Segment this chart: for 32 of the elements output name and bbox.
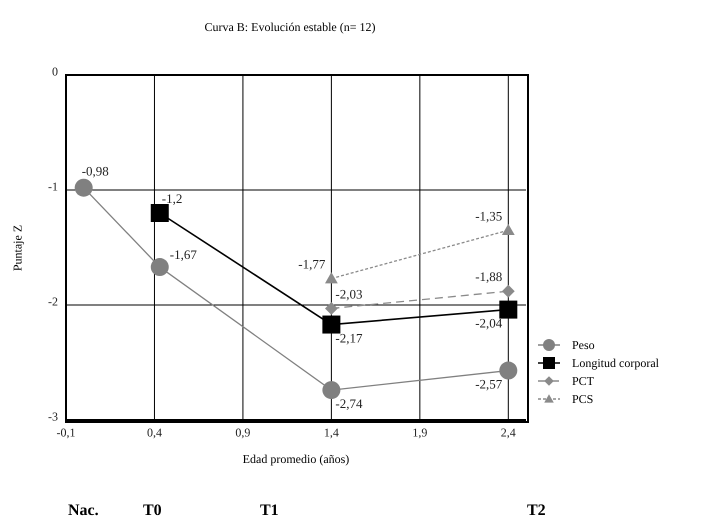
data-label: -1,2 (162, 191, 182, 206)
legend-label: PCS (572, 392, 594, 406)
y-tick-label: -2 (48, 294, 58, 308)
data-label: -2,57 (475, 376, 503, 392)
data-label: -1,77 (298, 256, 326, 272)
x-tick-label: 1,9 (412, 426, 428, 440)
data-label: -2,04 (475, 316, 503, 331)
y-axis-title: Puntaje Z (10, 224, 26, 271)
data-label: -1,88 (475, 269, 502, 284)
x-tick-label: 2,4 (500, 426, 516, 440)
legend-label: PCT (572, 374, 594, 388)
x-axis-title: Edad promedio (años) (242, 452, 350, 467)
data-label: -2,03 (335, 286, 362, 302)
x-tick-label: 1,4 (324, 426, 339, 440)
legend-label: Peso (572, 338, 595, 352)
y-tick-label: -3 (48, 409, 58, 424)
data-label: -0,98 (82, 164, 109, 179)
y-tick-label: -1 (48, 179, 58, 194)
x-tick-label: 0,4 (146, 426, 162, 440)
data-label: -2,17 (335, 330, 363, 346)
y-tick-label: 0 (52, 64, 58, 78)
chart-title: Curva B: Evolución estable (n= 12) (203, 20, 377, 35)
x-tick-label: 0,9 (235, 426, 250, 440)
data-label: -1,67 (170, 247, 198, 262)
text: T2 (527, 502, 546, 520)
legend-label: Longitud corporal (572, 356, 659, 370)
text: Nac. (68, 502, 99, 520)
data-label: -1,35 (475, 208, 502, 224)
text: T1 (260, 502, 279, 520)
x-tick-label: -0,1 (56, 426, 76, 440)
data-label: -2,74 (335, 396, 363, 412)
text: T0 (143, 502, 162, 520)
